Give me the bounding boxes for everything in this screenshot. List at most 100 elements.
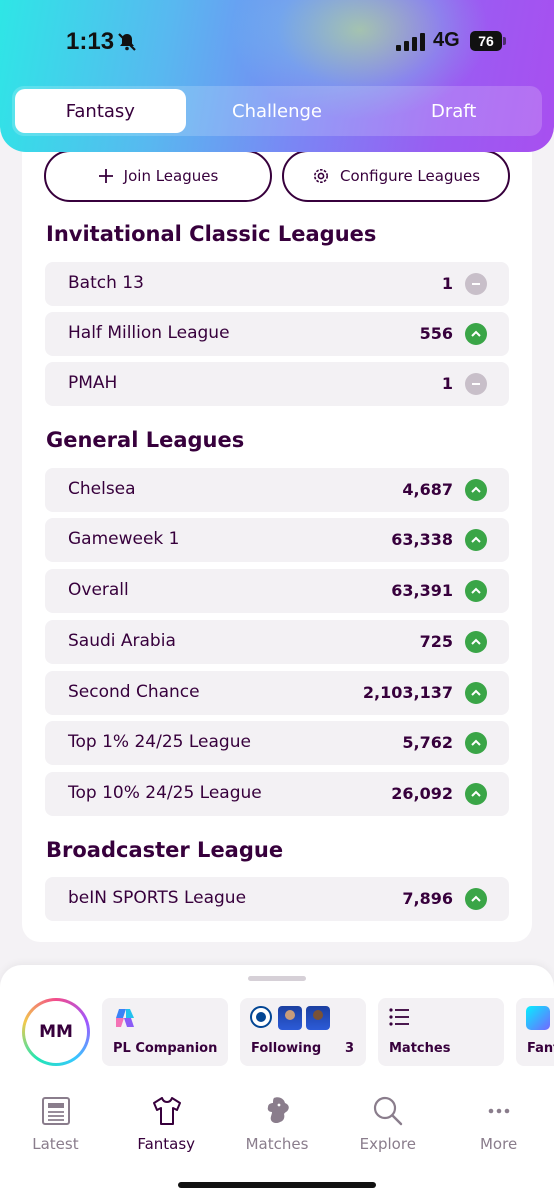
league-name: PMAH [68,373,118,393]
configure-leagues-button[interactable]: Configure Leagues [282,150,510,202]
copilot-icon [116,1009,134,1027]
pl-fantasy-icon [526,1006,550,1030]
league-name: Top 10% 24/25 League [68,783,262,803]
league-rank: 26,092 [391,784,453,803]
avatar[interactable]: MM [22,998,90,1066]
nav-label: Fantasy [137,1135,196,1153]
signal-icon [396,33,425,51]
invitational-section-title: Invitational Classic Leagues [46,222,377,246]
broadcaster-section-title: Broadcaster League [46,838,284,862]
bottom-nav: Latest Fantasy Matches Explore [0,1083,554,1153]
rank-up-icon [465,682,487,704]
network-type: 4G [433,29,460,51]
following-count: 3 [344,1041,354,1056]
rank-up-icon [465,529,487,551]
leagues-card: Join Leagues Configure Leagues Invitatio… [22,120,532,942]
nav-label: Latest [32,1135,79,1153]
league-rank: 4,687 [402,480,453,499]
chelsea-badge-icon [250,1006,272,1028]
league-row[interactable]: Batch 13 1 [45,262,509,306]
shortcut-pl-companion[interactable]: PL Companion [102,998,228,1066]
tab-fantasy[interactable]: Fantasy [15,89,186,133]
shortcut-label: Following [251,1041,322,1056]
bottom-sheet: MM PL Companion Following 3 Matches [0,965,554,1200]
league-row[interactable]: Overall 63,391 [45,569,509,613]
nav-label: Explore [359,1135,416,1153]
league-rank: 725 [419,632,453,651]
league-row[interactable]: Saudi Arabia 725 [45,620,509,664]
configure-leagues-label: Configure Leagues [339,167,481,185]
shortcut-label: Fant [527,1041,554,1056]
rank-up-icon [465,323,487,345]
rank-same-icon [465,373,487,395]
league-rank: 5,762 [402,733,453,752]
league-rank: 63,338 [391,530,453,549]
tab-challenge[interactable]: Challenge [232,100,322,122]
league-name: Overall [68,580,129,600]
player-photo-icon [278,1006,302,1030]
league-name: Top 1% 24/25 League [68,732,251,752]
battery-indicator: 76 [470,31,502,51]
league-row[interactable]: Top 10% 24/25 League 26,092 [45,772,509,816]
rank-same-icon [465,273,487,295]
league-row[interactable]: Top 1% 24/25 League 5,762 [45,721,509,765]
rank-up-icon [465,732,487,754]
shortcut-fantasy[interactable]: Fant [516,998,554,1066]
league-row[interactable]: PMAH 1 [45,362,509,406]
battery-tip [503,37,506,45]
status-time: 1:13 [66,28,115,55]
plus-icon [98,169,113,183]
league-rank: 2,103,137 [362,683,453,702]
join-leagues-label: Join Leagues [123,167,219,185]
game-tabs: Fantasy Challenge Draft [12,86,542,136]
status-bar: 1:13 4G 76 [0,0,554,84]
league-rank: 7,896 [402,889,453,908]
news-icon [42,1097,70,1125]
rank-up-icon [465,580,487,602]
nav-explore[interactable]: Explore [332,1083,443,1153]
list-icon [389,1008,409,1026]
league-name: beIN SPORTS League [68,888,247,908]
league-rank: 556 [419,324,453,343]
more-icon [488,1108,510,1114]
league-row[interactable]: Second Chance 2,103,137 [45,671,509,715]
league-actions: Join Leagues Configure Leagues [44,150,510,202]
league-name: Chelsea [68,479,136,499]
league-row[interactable]: Gameweek 1 63,338 [45,518,509,562]
league-name: Half Million League [68,323,230,343]
rank-up-icon [465,479,487,501]
shortcut-label: PL Companion [113,1041,218,1056]
shortcut-following[interactable]: Following 3 [240,998,366,1066]
shirt-icon [152,1097,181,1125]
join-leagues-button[interactable]: Join Leagues [44,150,272,202]
rank-up-icon [465,783,487,805]
sheet-drag-handle[interactable] [248,976,306,981]
nav-fantasy[interactable]: Fantasy [111,1083,222,1153]
league-row[interactable]: beIN SPORTS League 7,896 [45,877,509,921]
league-row[interactable]: Chelsea 4,687 [45,468,509,512]
league-name: Saudi Arabia [68,631,176,651]
shortcut-matches[interactable]: Matches [378,998,504,1066]
league-rank: 1 [441,274,453,293]
league-rank: 1 [441,374,453,393]
league-name: Batch 13 [68,273,144,293]
league-rank: 63,391 [391,581,453,600]
avatar-initials: MM [25,1001,87,1063]
league-name: Gameweek 1 [68,529,180,549]
lion-icon [267,1097,289,1124]
nav-more[interactable]: More [443,1083,554,1153]
app-header: 1:13 4G 76 Fantasy Challenge Draft [0,0,554,152]
general-section-title: General Leagues [46,428,245,452]
home-indicator [178,1182,376,1188]
rank-up-icon [465,888,487,910]
tab-draft[interactable]: Draft [430,100,477,122]
search-icon [374,1096,403,1126]
player-photo-icon [306,1006,330,1030]
rank-up-icon [465,631,487,653]
nav-matches[interactable]: Matches [222,1083,333,1153]
nav-label: More [479,1135,518,1153]
league-row[interactable]: Half Million League 556 [45,312,509,356]
gear-icon [313,169,328,183]
bell-muted-icon [118,33,136,51]
nav-latest[interactable]: Latest [0,1083,111,1153]
